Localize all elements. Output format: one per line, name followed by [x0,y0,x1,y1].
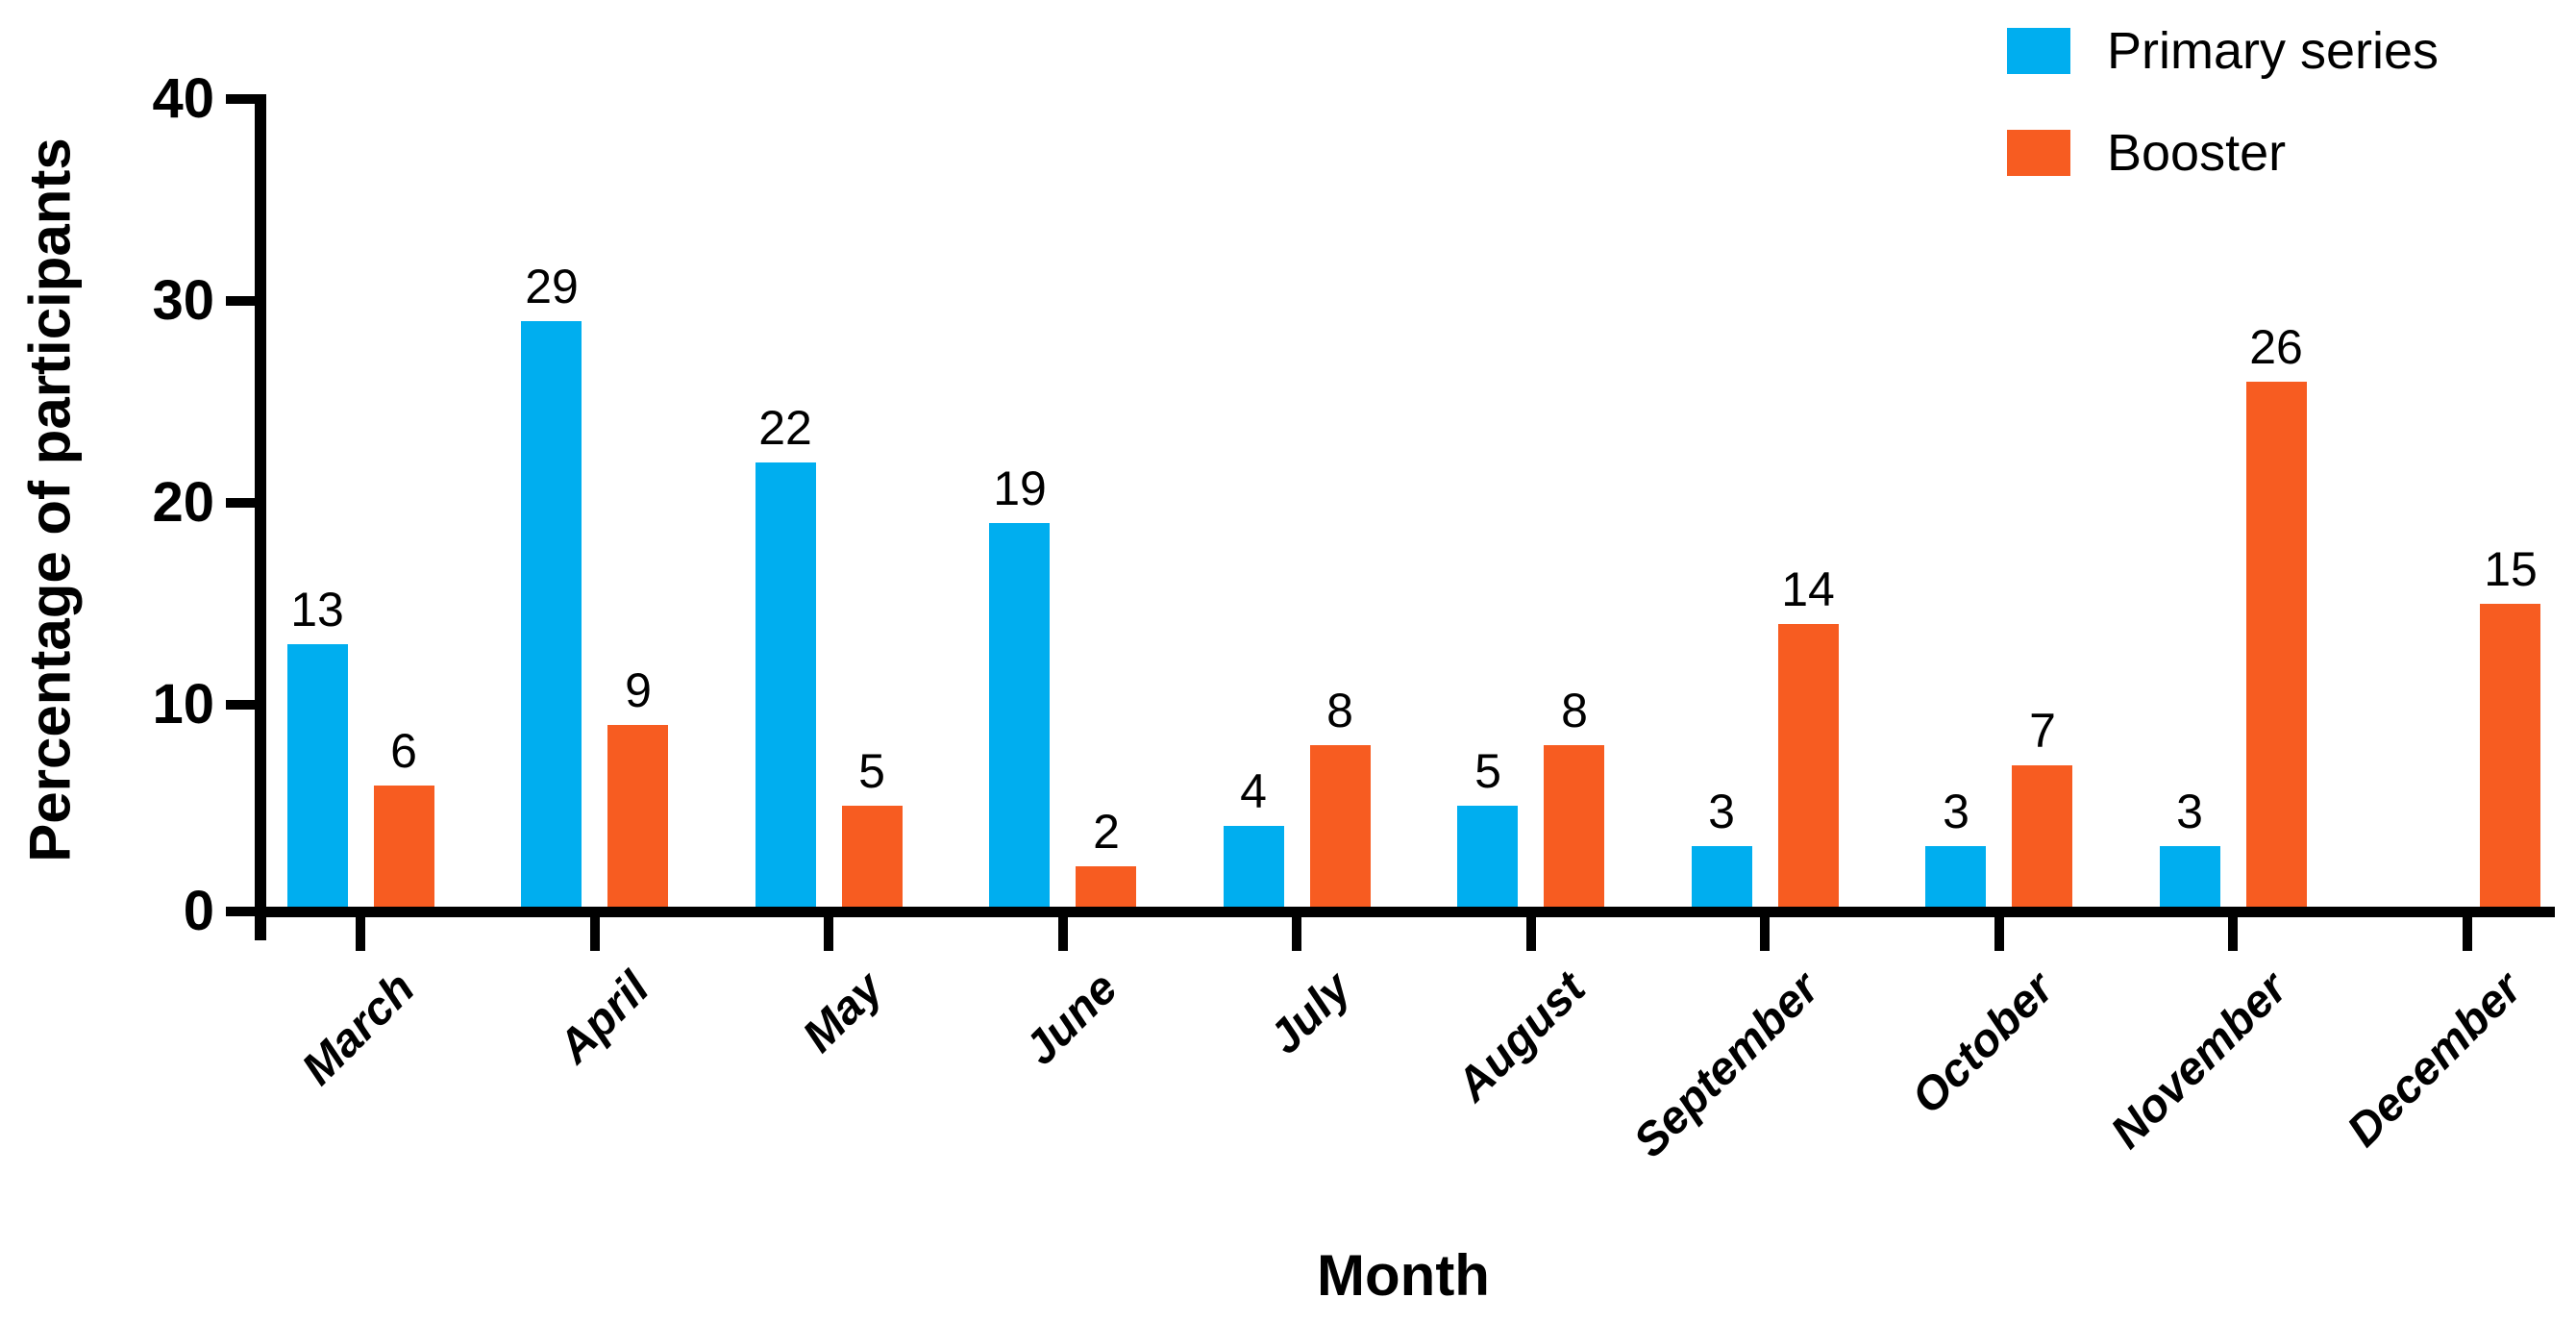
bar-value-primary-series-may: 22 [758,401,812,455]
bar-booster-july [1310,745,1371,907]
bar-booster-september [1778,624,1839,907]
bar-primary-series-november [2160,846,2220,907]
bar-value-booster-march: 6 [390,724,417,778]
y-axis-tick-0 [226,907,255,916]
legend-label-primary-series: Primary series [2107,22,2440,80]
x-axis-tick-september [1760,907,1770,951]
bar-primary-series-march [287,644,348,907]
x-axis-title: Month [1317,1243,1490,1308]
legend-label-booster: Booster [2107,124,2287,182]
bar-primary-series-august [1457,806,1518,907]
y-axis-tick-10 [226,700,255,710]
x-axis-line [255,907,2555,917]
bar-value-booster-september: 14 [1781,562,1835,616]
x-axis-tick-march [356,907,365,951]
x-axis-tick-august [1525,907,1536,951]
legend-swatch-primary-series [2007,28,2070,74]
bar-value-booster-october: 7 [2029,704,2056,758]
bar-booster-april [607,725,668,907]
bar-booster-march [374,786,434,907]
bar-value-primary-series-april: 29 [525,260,579,313]
bar-primary-series-july [1224,826,1284,907]
x-axis-tick-july [1292,907,1301,951]
bar-booster-october [2012,765,2072,907]
y-axis-line [255,94,266,940]
bar-primary-series-june [989,523,1050,907]
bar-value-booster-july: 8 [1326,684,1353,737]
bar-booster-november [2246,382,2307,907]
y-tick-label-0: 0 [183,880,214,942]
bar-value-booster-may: 5 [858,744,885,798]
y-axis-tick-20 [226,498,255,508]
bar-primary-series-september [1692,846,1752,907]
x-axis-tick-april [589,907,600,951]
x-axis-tick-december [2462,907,2472,951]
y-tick-label-10: 10 [152,673,214,736]
bar-value-primary-series-july: 4 [1240,764,1267,818]
legend: Primary series Booster [2007,25,2439,179]
bar-value-booster-november: 26 [2249,320,2303,374]
bar-value-primary-series-june: 19 [993,462,1047,515]
bar-booster-may [842,806,903,907]
bar-value-booster-june: 2 [1093,805,1120,859]
legend-item-booster: Booster [2007,127,2439,179]
y-axis-tick-30 [226,296,255,306]
bar-primary-series-october [1925,846,1986,907]
bar-value-booster-april: 9 [625,663,652,717]
x-axis-tick-may [824,907,833,951]
bar-value-primary-series-august: 5 [1474,744,1501,798]
bar-value-primary-series-november: 3 [2176,785,2203,838]
legend-swatch-booster [2007,130,2070,176]
bar-booster-august [1544,745,1604,907]
bar-booster-december [2480,604,2540,907]
bar-value-primary-series-october: 3 [1943,785,1969,838]
x-axis-tick-november [2228,907,2238,951]
y-axis-tick-40 [226,94,255,104]
y-tick-label-30: 30 [152,269,214,332]
y-tick-label-40: 40 [152,67,214,130]
bar-value-booster-august: 8 [1561,684,1588,737]
bar-primary-series-april [521,321,582,907]
legend-item-primary-series: Primary series [2007,25,2439,77]
x-axis-tick-june [1057,907,1068,951]
bar-value-primary-series-september: 3 [1708,785,1735,838]
bar-primary-series-may [755,462,816,907]
x-axis-tick-october [1994,907,2004,951]
y-tick-label-20: 20 [152,471,214,534]
bar-value-booster-december: 15 [2484,542,2538,596]
bar-value-primary-series-march: 13 [290,583,344,637]
bar-booster-june [1076,866,1136,907]
